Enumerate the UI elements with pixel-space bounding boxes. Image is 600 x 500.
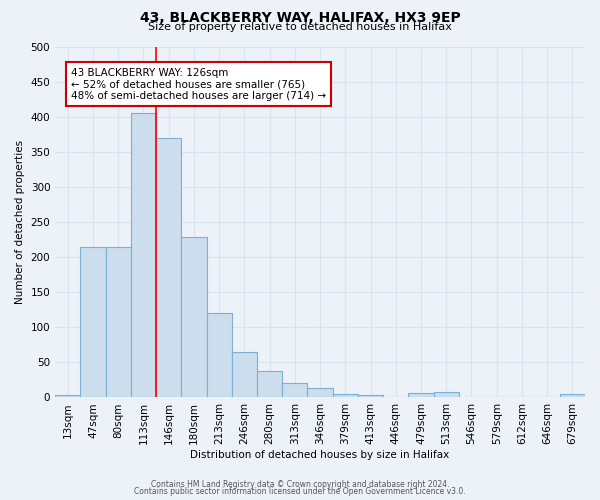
Y-axis label: Number of detached properties: Number of detached properties <box>15 140 25 304</box>
X-axis label: Distribution of detached houses by size in Halifax: Distribution of detached houses by size … <box>190 450 450 460</box>
Bar <box>106 246 131 398</box>
Bar <box>206 313 232 398</box>
Bar <box>181 238 206 398</box>
Bar <box>232 352 257 398</box>
Text: 43, BLACKBERRY WAY, HALIFAX, HX3 9EP: 43, BLACKBERRY WAY, HALIFAX, HX3 9EP <box>140 11 460 25</box>
Text: Contains HM Land Registry data © Crown copyright and database right 2024.: Contains HM Land Registry data © Crown c… <box>151 480 449 489</box>
Bar <box>332 394 358 398</box>
Bar <box>560 394 585 398</box>
Bar <box>156 138 181 398</box>
Bar <box>282 384 307 398</box>
Bar <box>434 392 459 398</box>
Bar <box>409 392 434 398</box>
Bar <box>131 113 156 398</box>
Text: Contains public sector information licensed under the Open Government Licence v3: Contains public sector information licen… <box>134 487 466 496</box>
Bar <box>358 396 383 398</box>
Text: 43 BLACKBERRY WAY: 126sqm
← 52% of detached houses are smaller (765)
48% of semi: 43 BLACKBERRY WAY: 126sqm ← 52% of detac… <box>71 68 326 101</box>
Text: Size of property relative to detached houses in Halifax: Size of property relative to detached ho… <box>148 22 452 32</box>
Bar <box>307 388 332 398</box>
Bar <box>257 371 282 398</box>
Bar <box>80 246 106 398</box>
Bar <box>55 396 80 398</box>
